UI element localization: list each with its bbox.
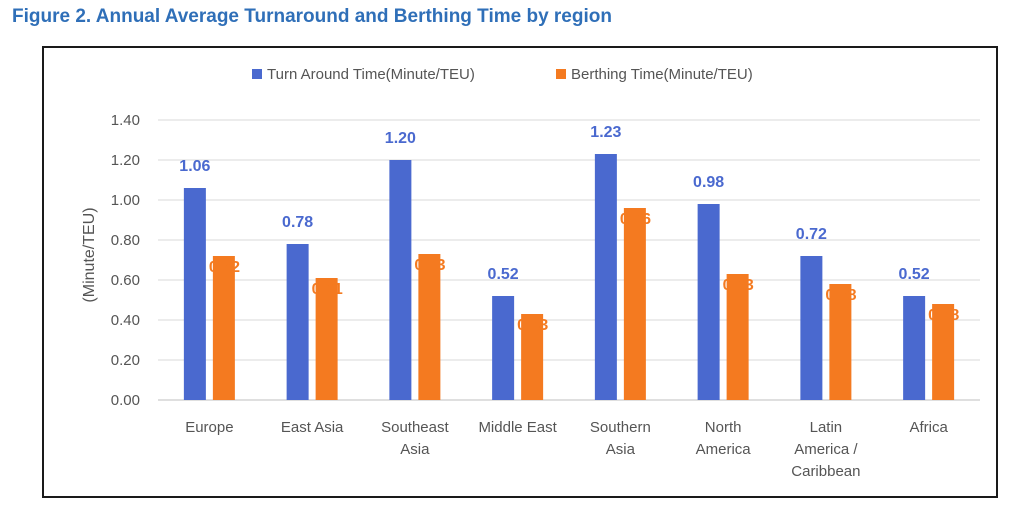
data-label-berthing: 0.61 (312, 281, 343, 298)
legend: Turn Around Time(Minute/TEU) Berthing Tim… (252, 66, 753, 83)
bar-turnaround (697, 204, 720, 400)
data-label-berthing: 0.48 (928, 307, 959, 324)
bar-turnaround (183, 188, 206, 400)
figure-title: Figure 2. Annual Average Turnaround and … (12, 6, 612, 27)
bar-berthing (418, 254, 441, 400)
y-tick-label: 0.60 (111, 272, 140, 289)
legend-label: Berthing Time(Minute/TEU) (571, 66, 753, 83)
data-label-berthing: 0.58 (825, 287, 856, 304)
bar-turnaround (800, 256, 823, 400)
bar-turnaround (492, 296, 515, 400)
y-tick-label: 0.00 (111, 392, 140, 409)
category-label: Asia (400, 441, 430, 458)
y-axis-title: (Minute/TEU) (81, 207, 98, 302)
y-tick-label: 1.40 (111, 112, 140, 129)
bar-turnaround (903, 296, 926, 400)
category-label: Middle East (478, 419, 557, 436)
bar-berthing (932, 304, 955, 400)
category-label: America / (794, 441, 858, 458)
bar-berthing (829, 284, 852, 400)
category-labels: Europe East Asia Southeast Asia Middle East S… (185, 419, 948, 480)
legend-swatch (556, 69, 566, 79)
category-label: Africa (909, 419, 948, 436)
category-label: Europe (185, 419, 233, 436)
data-label-turnaround: 0.52 (899, 266, 930, 283)
bar-turnaround (389, 160, 412, 400)
legend-swatch (252, 69, 262, 79)
data-label-berthing: 0.63 (723, 277, 754, 294)
category-label: East Asia (281, 419, 344, 436)
category-label: Caribbean (791, 463, 860, 480)
bar-berthing (212, 256, 235, 400)
bar-berthing (623, 208, 646, 400)
data-label-turnaround: 0.78 (282, 214, 313, 231)
data-label-turnaround: 0.98 (693, 174, 724, 191)
category-label: North (705, 419, 742, 436)
data-label-turnaround: 1.23 (590, 124, 621, 141)
bar-berthing (726, 274, 749, 400)
bar-turnaround (594, 154, 617, 400)
y-tick-label: 0.20 (111, 352, 140, 369)
bar-berthing (315, 278, 338, 400)
bars (183, 154, 955, 400)
bar-turnaround (286, 244, 309, 400)
data-label-berthing: 0.43 (517, 317, 548, 334)
data-label-turnaround: 1.20 (385, 130, 416, 147)
y-tick-label: 0.80 (111, 232, 140, 249)
data-label-berthing: 0.73 (414, 257, 445, 274)
category-label: America (696, 441, 752, 458)
category-label: Southeast (381, 419, 449, 436)
data-label-turnaround: 0.72 (796, 226, 827, 243)
category-label: Latin (810, 419, 843, 436)
legend-label: Turn Around Time(Minute/TEU) (267, 66, 475, 83)
y-tick-label: 1.20 (111, 152, 140, 169)
data-labels: 1.06 0.72 0.78 0.61 1.20 0.73 0.52 0.43 1.23 0.96… (179, 124, 959, 334)
data-label-turnaround: 1.06 (179, 158, 210, 175)
y-tick-label: 0.40 (111, 312, 140, 329)
y-axis-ticks: 0.00 0.20 0.40 0.60 0.80 1.00 1.20 1.40 (111, 112, 140, 409)
gridlines (158, 119, 980, 401)
category-label: Southern (590, 419, 651, 436)
bar-berthing (521, 314, 544, 400)
category-label: Asia (606, 441, 636, 458)
data-label-turnaround: 0.52 (488, 266, 519, 283)
data-label-berthing: 0.96 (620, 211, 651, 228)
data-label-berthing: 0.72 (209, 259, 240, 276)
y-tick-label: 1.00 (111, 192, 140, 209)
